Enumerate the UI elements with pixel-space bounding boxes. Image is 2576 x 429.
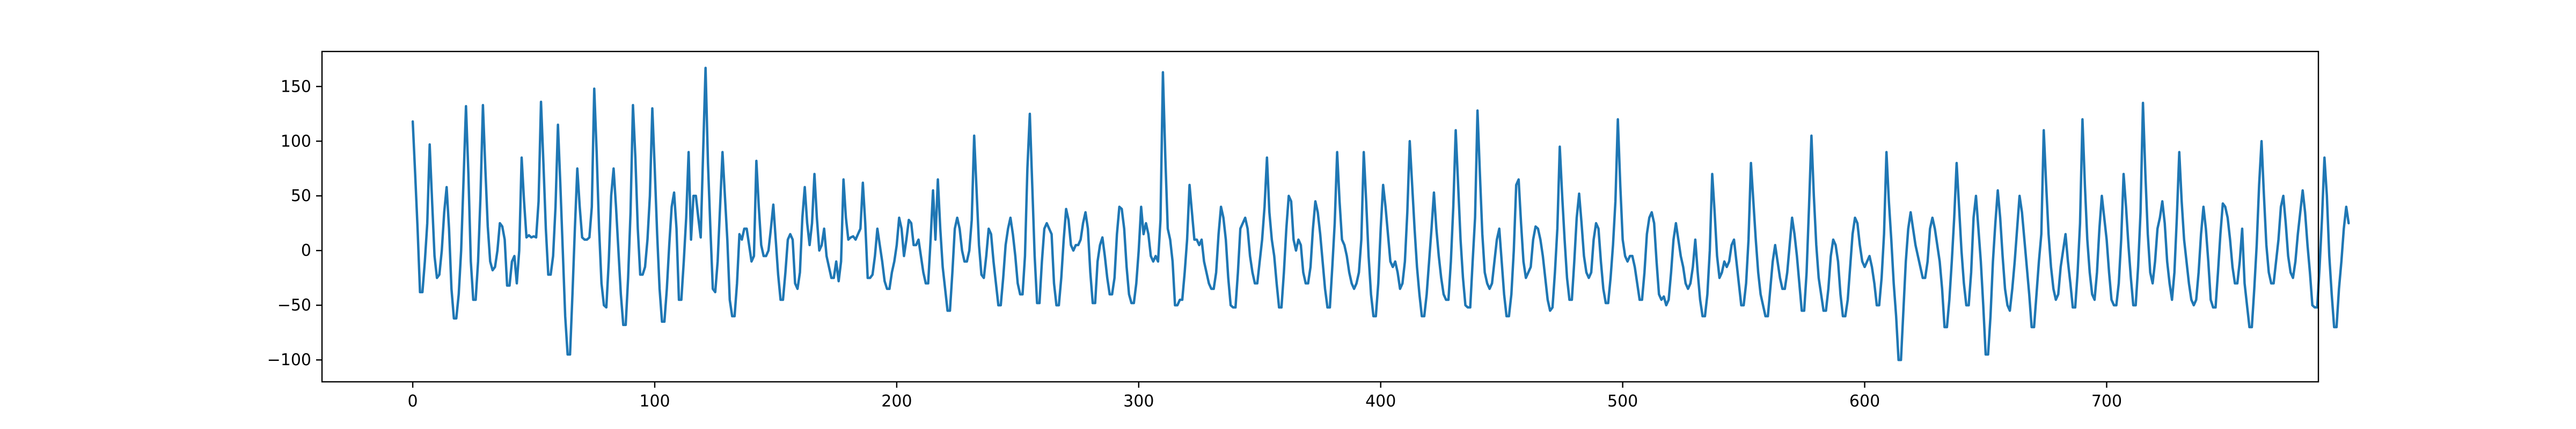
y-tick-label: 150 <box>281 77 311 96</box>
x-tick-label: 200 <box>881 392 912 411</box>
y-tick-label: −50 <box>277 296 311 315</box>
plot-area <box>411 66 2350 361</box>
axes-frame <box>321 50 2319 383</box>
x-tick-label: 300 <box>1123 392 1154 411</box>
series-line <box>411 66 2350 361</box>
x-tick-label: 400 <box>1365 392 1396 411</box>
x-tick-label: 100 <box>639 392 670 411</box>
x-tick-label: 500 <box>1607 392 1638 411</box>
y-tick-label: 50 <box>291 187 311 205</box>
x-tick-label: 600 <box>1849 392 1880 411</box>
y-tick-label: −100 <box>267 351 311 369</box>
y-tick-label: 0 <box>301 241 311 260</box>
axes: 0 100 200 300 400 500 600 700 −100 −50 0 50 100 150 <box>267 50 2319 411</box>
y-tick-label: 100 <box>281 132 311 151</box>
x-tick-label: 700 <box>2091 392 2122 411</box>
x-tick-label: 0 <box>408 392 418 411</box>
